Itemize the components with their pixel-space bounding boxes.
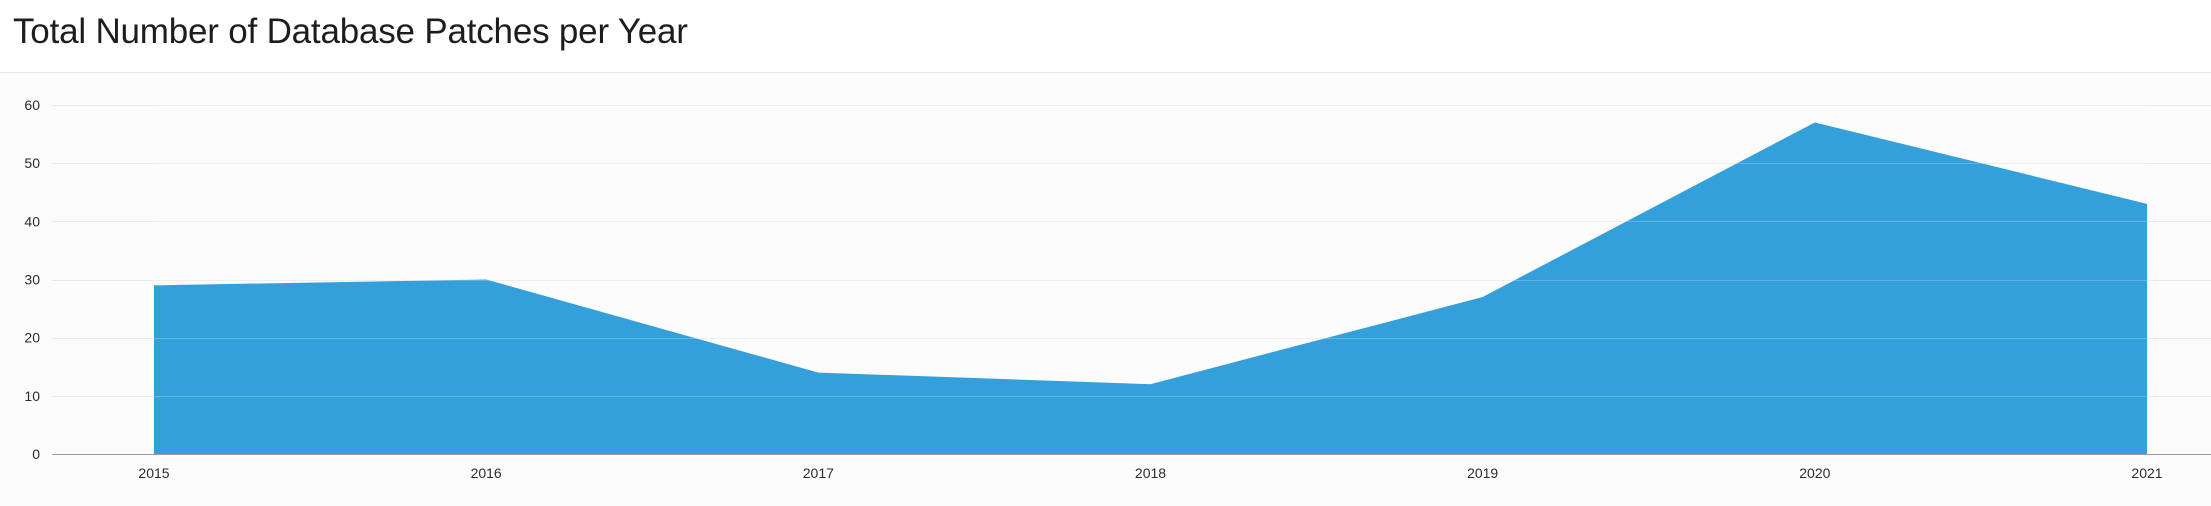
x-axis: 2015 2016 2017 2018 2019 2020 2021 xyxy=(52,454,2211,481)
series-area xyxy=(154,122,2147,454)
y-tick-label: 60 xyxy=(24,97,40,113)
y-tick-label: 10 xyxy=(24,388,40,404)
grid-lines-overlay xyxy=(154,105,2147,397)
y-tick-label: 20 xyxy=(24,330,40,346)
x-tick-label: 2019 xyxy=(1467,465,1498,481)
y-tick-label: 40 xyxy=(24,213,40,229)
x-tick-label: 2021 xyxy=(2131,465,2162,481)
y-tick-label: 0 xyxy=(32,446,40,462)
area-fill xyxy=(154,122,2147,454)
chart-header: Total Number of Database Patches per Yea… xyxy=(0,0,2211,73)
y-tick-label: 30 xyxy=(24,272,40,288)
y-axis: 0 10 20 30 40 50 60 xyxy=(24,97,40,462)
x-tick-label: 2018 xyxy=(1135,465,1166,481)
x-tick-label: 2020 xyxy=(1799,465,1830,481)
x-tick-label: 2015 xyxy=(138,465,169,481)
x-tick-label: 2017 xyxy=(803,465,834,481)
chart-title: Total Number of Database Patches per Yea… xyxy=(13,12,688,51)
x-tick-label: 2016 xyxy=(471,465,502,481)
y-tick-label: 50 xyxy=(24,155,40,171)
